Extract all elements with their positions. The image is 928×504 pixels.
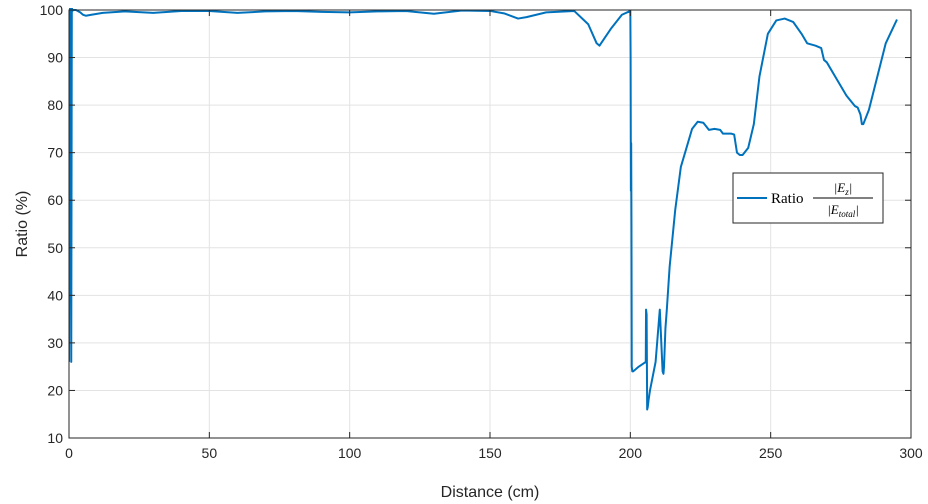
x-tick-label: 0 (65, 445, 73, 461)
legend-denominator: |Etotal| (827, 202, 859, 219)
legend: Ratio |Ez| |Etotal| (732, 172, 884, 224)
y-tick-label: 60 (47, 192, 63, 208)
x-tick-label: 100 (338, 445, 362, 461)
x-tick-label: 250 (759, 445, 783, 461)
y-tick-label: 20 (47, 382, 63, 398)
y-tick-label: 80 (47, 97, 63, 113)
y-tick-label: 10 (47, 430, 63, 446)
y-axis-label: Ratio (%) (14, 191, 31, 258)
y-tick-label: 70 (47, 145, 63, 161)
y-tick-label: 30 (47, 335, 63, 351)
x-tick-label: 200 (619, 445, 643, 461)
y-tick-label: 90 (47, 50, 63, 66)
series-group (69, 8, 898, 411)
x-tick-label: 300 (899, 445, 923, 461)
y-tick-label: 40 (47, 287, 63, 303)
legend-label: Ratio (771, 191, 804, 207)
y-tick-label: 100 (40, 2, 64, 18)
x-tick-label: 150 (478, 445, 502, 461)
y-tick-label: 50 (47, 240, 63, 256)
x-axis-label: Distance (cm) (441, 484, 540, 501)
x-tick-label: 50 (202, 445, 218, 461)
axis-ticks: 0 50 100 150 200 250 300 10 20 30 40 50 60 70 80 90 100 (40, 2, 923, 461)
series-line (69, 8, 898, 411)
legend-numerator: |Ez| (834, 180, 853, 197)
